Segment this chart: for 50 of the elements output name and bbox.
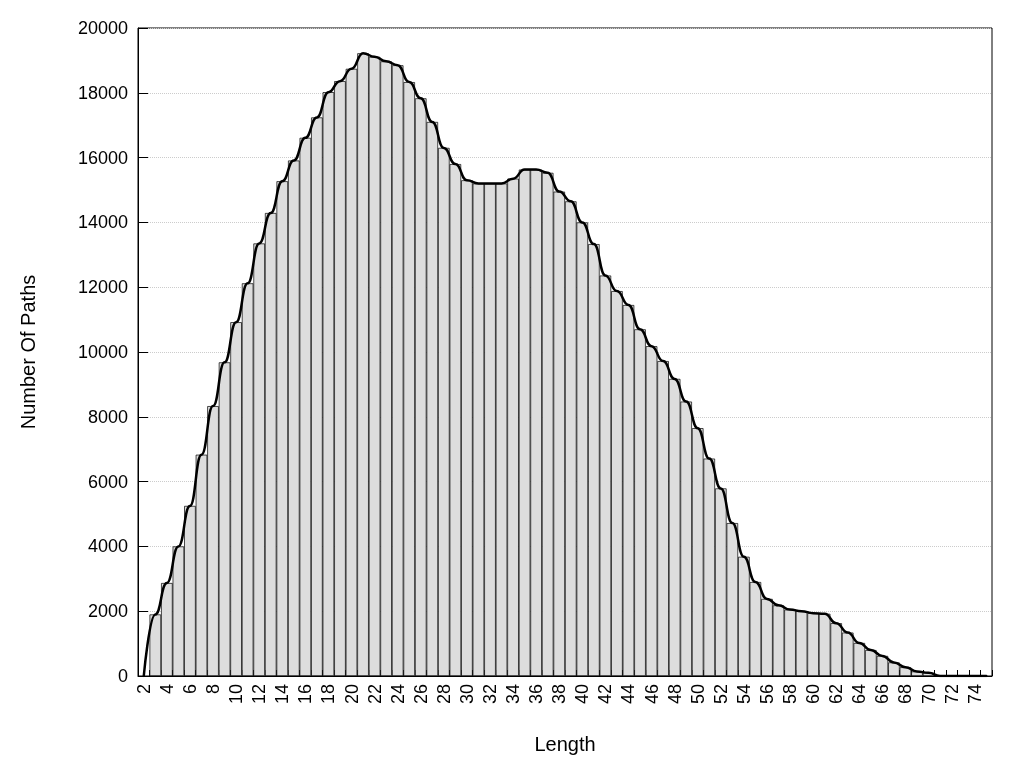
x-tick-label: 4 [156, 684, 177, 695]
x-tick-label: 52 [710, 684, 731, 705]
y-tick-label: 20000 [77, 18, 128, 38]
x-tick-label: 6 [179, 684, 200, 695]
x-tick-label: 38 [549, 684, 570, 705]
x-axis-title: Length [534, 733, 596, 755]
y-tick-label: 14000 [77, 212, 128, 233]
y-tick-label: 18000 [77, 82, 128, 103]
y-tick-label: 10000 [77, 342, 128, 362]
x-tick-label: 42 [595, 684, 616, 705]
x-tick-label: 10 [226, 684, 247, 705]
x-tick-label: 2 [133, 684, 154, 695]
y-tick-label: 8000 [87, 406, 128, 427]
x-tick-label: 62 [826, 684, 847, 705]
y-tick-label: 12000 [77, 277, 128, 298]
x-tick-label: 56 [756, 684, 777, 705]
x-tick-label: 32 [479, 684, 500, 705]
x-tick-label: 20 [341, 684, 362, 705]
x-tick-label: 64 [849, 684, 870, 705]
y-tick-label: 6000 [87, 471, 128, 492]
x-tick-label: 30 [456, 684, 477, 705]
x-tick-label: 66 [872, 684, 893, 705]
x-tick-label: 34 [503, 684, 524, 705]
x-tick-label: 40 [572, 684, 593, 705]
x-tick-label: 70 [918, 684, 939, 705]
x-tick-label: 72 [941, 684, 962, 705]
x-tick-label: 18 [318, 684, 339, 705]
x-tick-label: 44 [618, 684, 639, 705]
x-tick-label: 36 [526, 684, 547, 705]
x-tick-label: 50 [687, 684, 708, 705]
x-tick-label: 16 [295, 684, 316, 705]
x-tick-label: 12 [249, 684, 270, 705]
x-tick-label: 14 [272, 684, 293, 705]
x-tick-label: 46 [641, 684, 662, 705]
y-tick-label: 0 [117, 666, 128, 686]
x-tick-label: 28 [433, 684, 454, 705]
y-tick-label: 16000 [77, 147, 128, 168]
x-tick-label: 8 [203, 684, 224, 695]
y-axis-title: Number Of Paths [17, 274, 39, 430]
x-tick-label: 54 [733, 684, 754, 705]
x-tick-label: 68 [895, 684, 916, 705]
x-tick-label: 26 [410, 684, 431, 705]
x-tick-label: 22 [364, 684, 385, 705]
y-tick-label: 2000 [87, 601, 128, 622]
x-tick-label: 74 [964, 684, 985, 705]
x-tick-label: 58 [780, 684, 801, 705]
y-tick-label: 4000 [87, 536, 128, 557]
x-tick-label: 48 [664, 684, 685, 705]
x-tick-label: 24 [387, 684, 408, 705]
x-tick-label: 60 [803, 684, 824, 705]
